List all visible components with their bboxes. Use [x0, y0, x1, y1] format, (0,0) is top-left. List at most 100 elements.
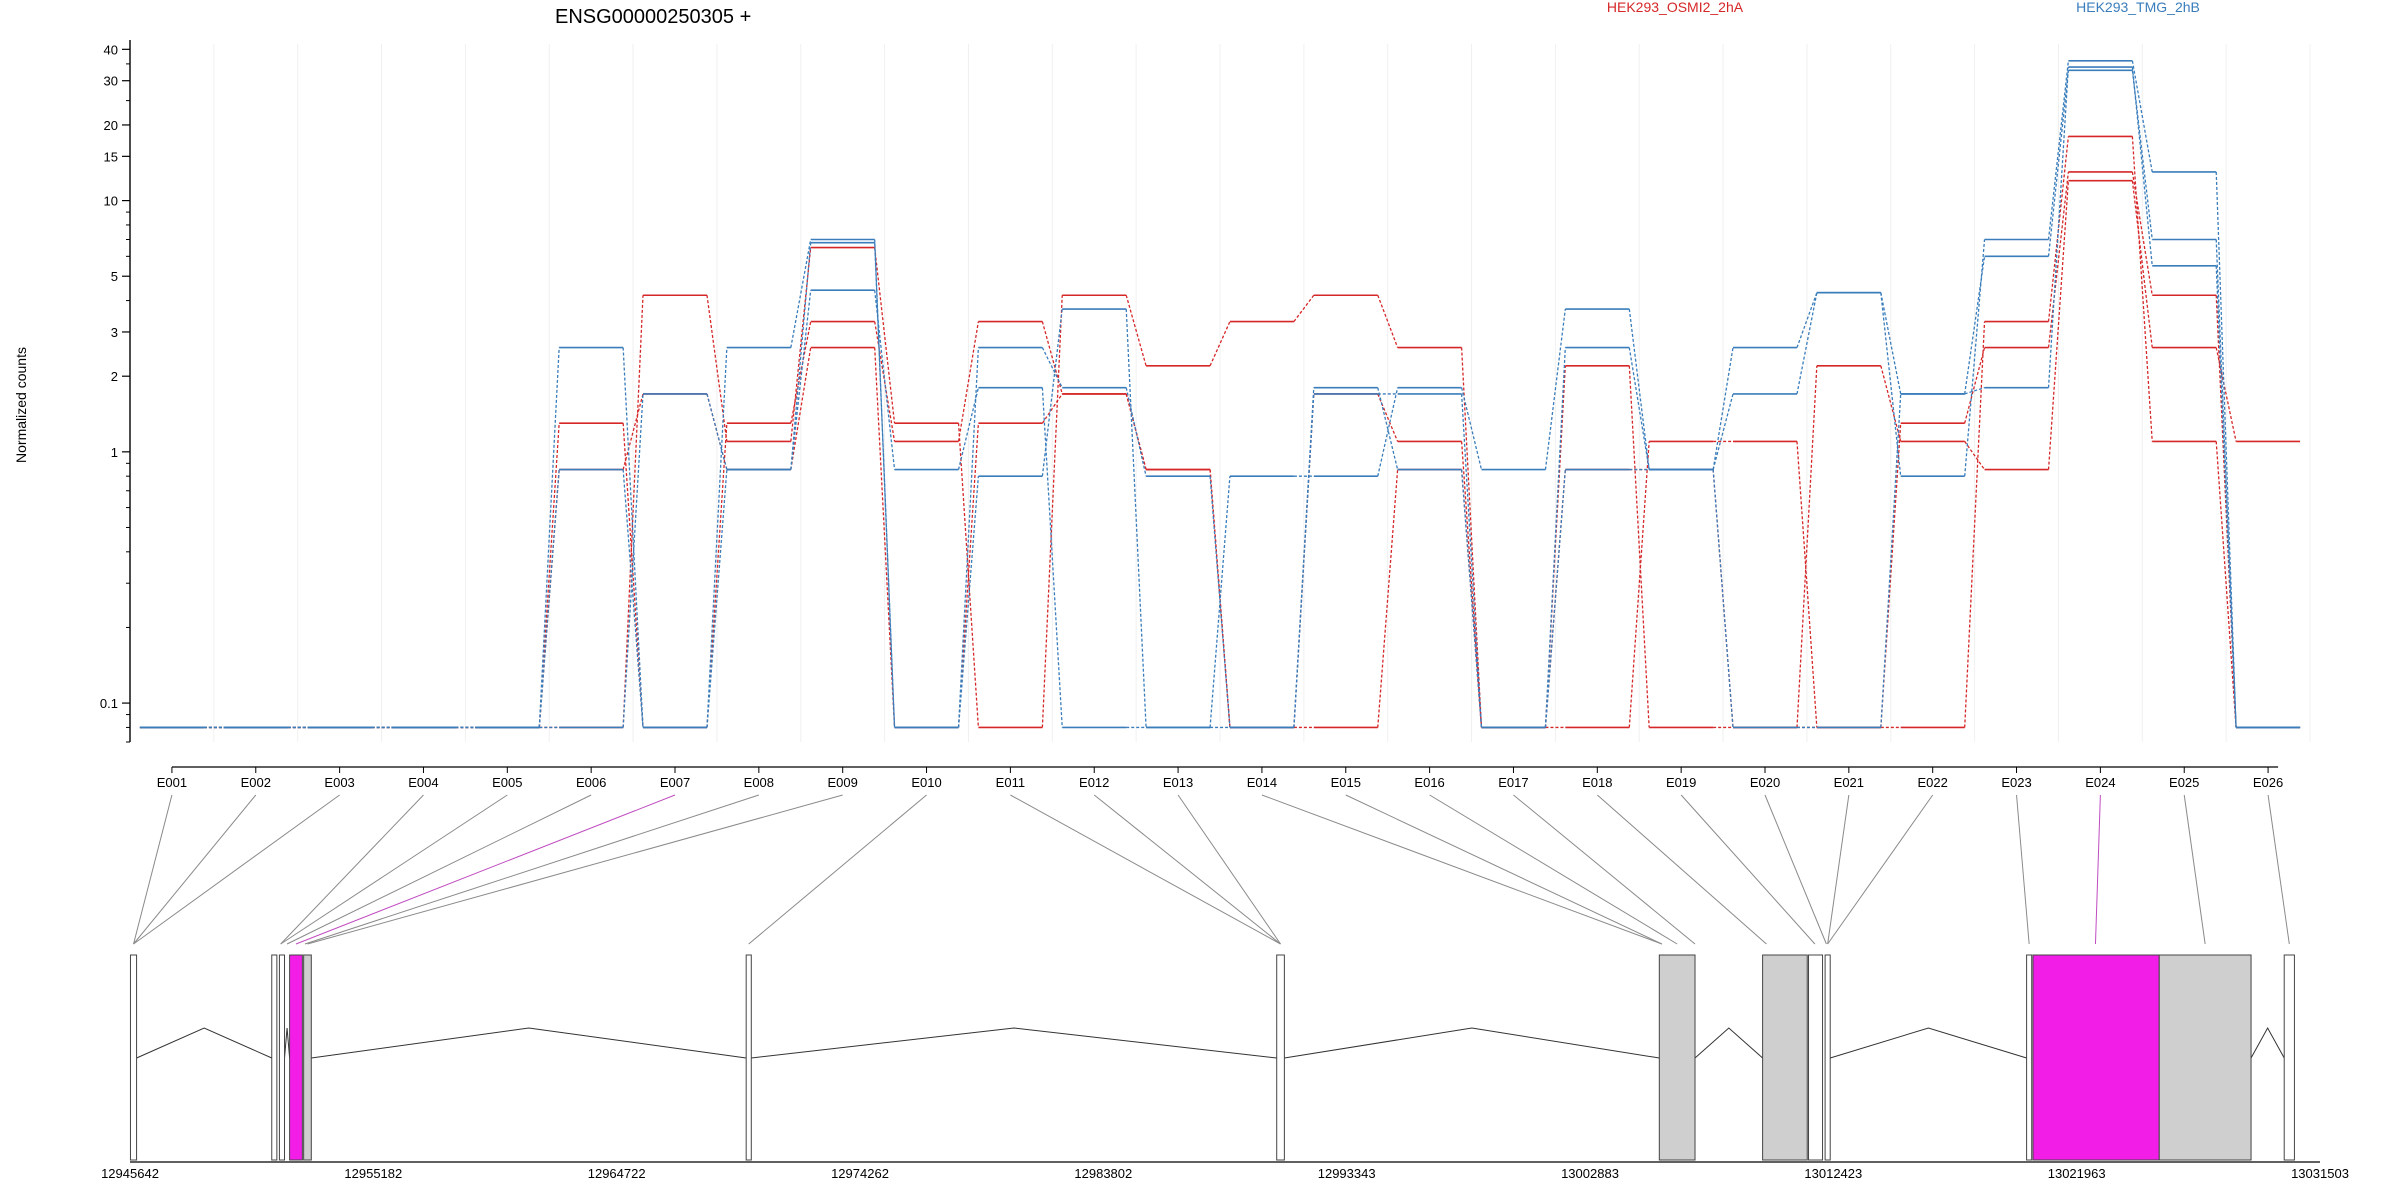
data-connector: [2215, 239, 2237, 728]
data-connector: [1964, 347, 1986, 424]
data-connector: [1041, 393, 1063, 424]
exon-label: E004: [408, 775, 438, 790]
exon-connector: [133, 794, 340, 945]
data-connector: [1293, 387, 1315, 728]
y-tick-label: 0.1: [100, 696, 118, 711]
data-connector: [1293, 294, 1315, 322]
data-connector: [538, 469, 560, 728]
exon-label: E026: [2253, 775, 2283, 790]
data-connector: [2131, 171, 2153, 296]
exon-connector: [1261, 794, 1663, 945]
data-connector: [1209, 321, 1231, 367]
exon-label: E013: [1163, 775, 1193, 790]
data-connector: [2131, 136, 2153, 442]
exon-label: E024: [2085, 775, 2115, 790]
coord-tick-label: 12955182: [344, 1166, 402, 1181]
y-tick-label: 10: [104, 194, 118, 209]
exon-label: E012: [1079, 775, 1109, 790]
exon-block: [129, 954, 138, 1161]
exon-connector: [2267, 794, 2290, 945]
coord-tick-label: 13012423: [1804, 1166, 1862, 1181]
legend-entry-tmg: HEK293_TMG_2hB: [2076, 0, 2200, 15]
exon-connector: [1093, 794, 1281, 945]
intron-line: [1694, 1027, 1763, 1059]
coord-tick-label: 12945642: [101, 1166, 159, 1181]
exon-label: E003: [324, 775, 354, 790]
y-tick-label: 20: [104, 118, 118, 133]
exon-block: [1658, 954, 1696, 1161]
exon-label: E009: [828, 775, 858, 790]
y-tick-label: 2: [111, 369, 118, 384]
exon-connector: [1827, 794, 1934, 945]
data-connector: [1964, 441, 1986, 470]
exon-block: [1808, 954, 1824, 1161]
exon-label: E023: [2001, 775, 2031, 790]
data-connector: [2131, 70, 2153, 240]
data-connector: [1964, 256, 1986, 395]
exon-label: E015: [1331, 775, 1361, 790]
data-connector: [2131, 180, 2153, 348]
exon-connector: [748, 794, 927, 945]
data-connector: [957, 423, 980, 728]
data-connector: [1796, 365, 1818, 728]
data-connector: [2047, 180, 2070, 470]
exon-label: E008: [744, 775, 774, 790]
exon-label: E017: [1498, 775, 1528, 790]
data-connector: [1377, 295, 1399, 348]
data-connector: [1544, 469, 1566, 728]
exon-label: E020: [1750, 775, 1780, 790]
intron-line: [2250, 1026, 2285, 1059]
series-lines: [139, 60, 2301, 729]
exon-connector: [1513, 794, 1696, 945]
data-connector: [622, 393, 644, 728]
legend-entry-osmi2: HEK293_OSMI2_2hA: [1607, 0, 1744, 15]
data-connector: [790, 242, 812, 470]
exon-block: [1824, 954, 1831, 1161]
exon-connector: [1764, 794, 1827, 945]
data-connector: [790, 347, 812, 470]
data-connector: [1209, 469, 1231, 728]
intron-line: [311, 1027, 747, 1059]
intron-line: [136, 1027, 272, 1059]
data-connector: [874, 247, 896, 424]
exon-label: E014: [1247, 775, 1277, 790]
data-connector: [1964, 387, 1985, 395]
exon-label: E016: [1414, 775, 1444, 790]
data-connector: [790, 321, 812, 424]
data-connector: [1544, 308, 1566, 470]
exon-label: E007: [660, 775, 690, 790]
data-connector: [1125, 387, 1147, 477]
exon-connector: [2016, 794, 2030, 945]
data-connector: [2047, 70, 2070, 257]
data-connector: [1041, 321, 1063, 395]
coord-tick-label: 12983802: [1074, 1166, 1132, 1181]
exon-connector: [133, 794, 257, 945]
exon-label: E002: [241, 775, 271, 790]
coord-tick-label: 13021963: [2048, 1166, 2106, 1181]
data-connector: [1880, 365, 1902, 442]
exon-connector: [304, 794, 760, 945]
data-connector: [706, 469, 728, 728]
coord-tick-label: 12993343: [1318, 1166, 1376, 1181]
y-axis: 0.1 1 2 3 5 10 15 20 30 40: [100, 40, 131, 743]
data-connector: [1377, 387, 1399, 470]
y-tick-label: 5: [111, 269, 118, 284]
data-connector: [1377, 387, 1399, 477]
exon-label: E010: [911, 775, 941, 790]
data-connector: [2215, 171, 2237, 728]
exon-block: [2158, 954, 2252, 1161]
y-tick-label: 40: [104, 42, 118, 57]
data-connector: [1880, 292, 1902, 395]
y-tick-label: 1: [111, 445, 118, 460]
data-connector: [2215, 441, 2237, 728]
exon-block: [303, 954, 312, 1161]
exon-connector: [1429, 794, 1678, 945]
exon-label: E006: [576, 775, 606, 790]
exon-connector: [286, 794, 592, 945]
data-connector: [538, 347, 560, 728]
exon-block: [1762, 954, 1808, 1161]
data-connector: [1460, 387, 1483, 470]
exon-connector: [1680, 794, 1816, 945]
data-connector: [957, 476, 980, 728]
data-connector: [1125, 295, 1147, 366]
